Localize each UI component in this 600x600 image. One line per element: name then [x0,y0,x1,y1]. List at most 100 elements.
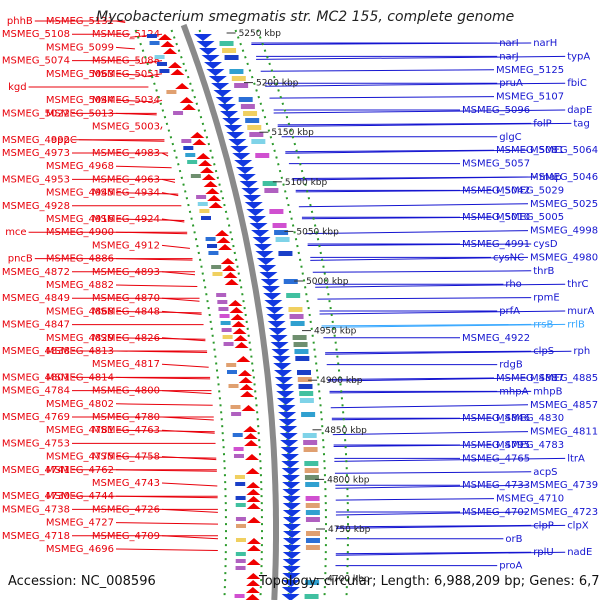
gene-block-right [219,41,234,46]
leader-line-right [256,55,566,60]
gene-arrow-right [256,258,275,265]
gene-label-left: oppC [51,135,77,146]
gene-arrow-left [246,545,261,551]
gene-label-right: rdgB [499,360,523,371]
gene-label-left: MSMEG_4968 [46,161,114,172]
gene-block-left [235,517,246,521]
dotted-guide-4 [256,29,349,600]
gene-block-left [183,146,194,150]
gene-arrow-right [265,307,284,314]
gene-arrow-left [246,496,261,502]
gene-block-right [262,181,277,186]
gene-arrow-left [181,104,196,110]
gene-arrow-left [246,482,261,488]
gene-label-left: MSMEG_5013 [46,108,114,119]
gene-label-left: MSMEG_4924 [92,214,160,225]
gene-label-left: MSMEG_4727 [46,518,114,529]
gene-label-right: tag [573,118,589,129]
gene-label-right: rpmE [533,293,560,304]
gene-block-left [212,272,223,276]
gene-label-right: cysD [533,239,558,250]
leader-line-right [285,149,529,154]
gene-arrow-left [245,594,260,600]
gene-arrow-left [170,69,185,75]
leader-line-right [312,270,532,273]
gene-block-right [249,132,264,137]
leader-line-left [115,165,172,169]
gene-label-right: MSMEG_5046 [530,172,598,183]
gene-block-left [157,62,168,66]
gene-arrow-right [282,559,301,566]
gene-label-left: MSMEG_4973 [2,148,70,159]
gene-arrow-left [200,167,215,173]
gene-arrow-right [282,489,301,496]
gene-block-left [181,139,192,143]
gene-label-right: MSMEG_5064 [530,145,598,156]
gene-label-right: MSMEG_4887 [496,373,564,384]
gene-arrow-right [234,160,253,167]
gene-label-left: MSMEG_4738 [2,504,70,515]
gene-block-left [187,160,198,164]
leader-line-left [115,46,135,50]
gene-block-left [146,34,157,38]
gene-block-right [305,496,320,501]
gene-label-right: MSMEG_4980 [530,252,598,263]
gene-arrow-left [230,314,245,320]
gene-block-left [222,335,233,339]
gene-label-right: MSMEG_4739 [530,480,598,491]
gene-block-right [234,83,249,88]
gene-arrow-left [224,279,239,285]
gene-arrow-left [246,503,261,509]
gene-block-right [304,594,319,599]
leader-line-right [319,310,566,315]
leader-line-right [321,323,566,328]
gene-label-left: pncB [8,254,33,265]
leader-line-left [161,244,190,249]
leader-line-right [334,457,566,462]
gene-label-left: MSMEG_4945 [46,188,114,199]
gene-label-right: proA [499,561,522,572]
gene-block-left [205,237,216,241]
position-ticks: 5250 kbp 5200 kbp 5150 kbp 5100 kbp 5050 kbp… [226,29,371,585]
gene-block-left [226,370,237,374]
gene-block-right [305,517,320,522]
leader-line-right [307,243,532,246]
gene-label-right: narH [533,38,557,49]
gene-label-right: dapE [567,105,592,116]
gene-block-left [221,328,232,332]
leader-line-left [115,112,157,116]
gene-block-left [233,447,244,451]
gene-label-right: cysNC [493,252,524,263]
gene-label-right: mhpB [533,386,562,397]
gene-block-left [235,482,246,486]
gene-arrow-left [244,454,259,460]
gene-arrow-right [261,286,280,293]
gene-block-right [293,342,308,347]
leader-line-left [143,73,163,78]
right-gene-labels: narI narHtypAnarJMSMEG_5125fbiCpruAMSMEG_… [251,38,598,572]
leader-line-right [260,69,495,72]
gene-label-left: MSMEG_4758 [92,452,160,463]
gene-block-right [240,104,255,109]
gene-arrow-right [251,230,270,237]
leader-line-left [115,20,126,23]
gene-label-right: MSMEG_5042 [462,185,530,196]
gene-arrow-right [204,62,223,69]
gene-arrow-left [215,230,230,236]
gene-label-left: mce [5,227,26,238]
gene-block-right [305,510,320,515]
leader-line-right [335,511,529,516]
leader-line-left [161,363,209,368]
gene-arrow-left [239,384,254,390]
gene-label-right: MSMEG_4733 [462,480,530,491]
gene-arrow-left [208,202,223,208]
gene-arrow-right [252,237,271,244]
gene-arrow-right [220,111,239,118]
gene-block-right [247,125,262,130]
leader-line-left [115,376,211,380]
gene-arrow-right [215,97,234,104]
gene-arrow-left [237,370,252,376]
gene-arrow-left [246,580,261,586]
gene-arrow-right [282,482,301,489]
